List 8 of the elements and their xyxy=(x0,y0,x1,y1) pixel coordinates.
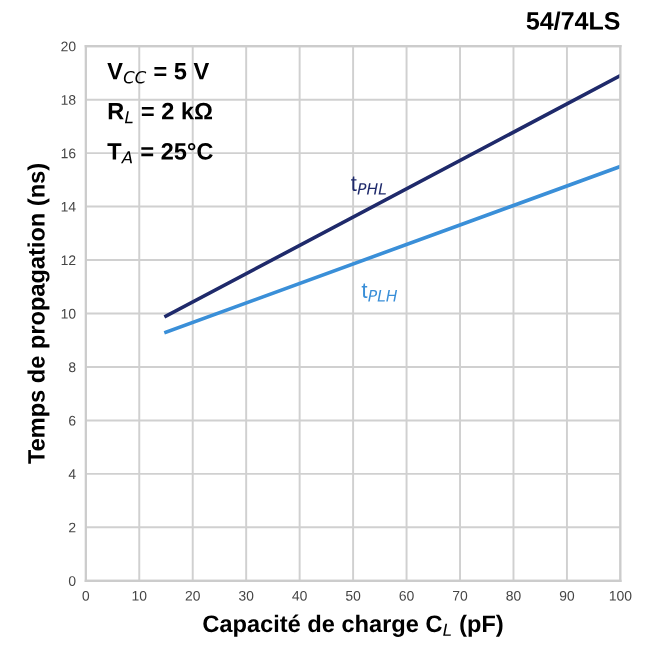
chart-title: 54/74LS xyxy=(526,11,620,31)
series-label: t$_{PLH}$ xyxy=(361,283,398,302)
annotation: T$_{A}$ = 25°C xyxy=(107,143,213,164)
annotation: R$_{L}$ = 2 kΩ xyxy=(108,102,213,124)
x-axis-title: Capacité de charge C$_{L}$ (pF) xyxy=(203,614,503,637)
y-axis-title: Temps de propagation (ns) xyxy=(27,164,50,464)
annotation: V$_{CC}$ = 5 V xyxy=(107,63,210,84)
series-label: t$_{PHL}$ xyxy=(351,176,386,195)
